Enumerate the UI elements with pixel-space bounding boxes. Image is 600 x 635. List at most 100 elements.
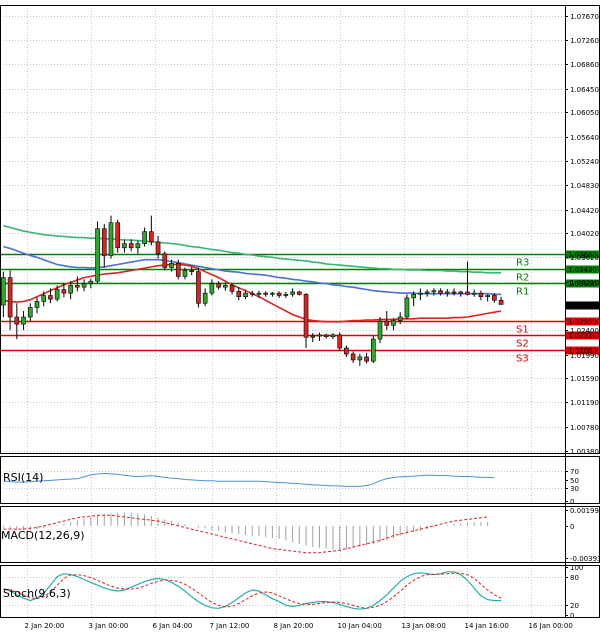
- level-tag-label: 1.03430: [568, 266, 597, 274]
- candle: [471, 289, 477, 297]
- price-tick-label: 1.07670: [570, 13, 599, 21]
- candle-body-down: [175, 263, 181, 277]
- level-name-s2: S2: [516, 339, 529, 350]
- candle-body-down: [438, 290, 443, 294]
- candle-body-up: [34, 301, 40, 308]
- rsi-line: [3, 472, 495, 487]
- candle: [216, 281, 221, 290]
- rsi-tick-label: 0: [570, 498, 574, 506]
- candle: [149, 215, 154, 246]
- candle: [182, 267, 188, 280]
- candle: [364, 352, 369, 364]
- candle: [54, 285, 60, 302]
- candle-body-up: [357, 356, 363, 361]
- macd-title: MACD(12,26,9): [1, 529, 85, 542]
- candle-body-up: [68, 285, 73, 294]
- candle: [492, 293, 497, 303]
- candle-body-down: [61, 289, 67, 294]
- candle: [108, 215, 114, 259]
- candle: [41, 291, 47, 307]
- price-tick-label: 1.02400: [570, 327, 599, 335]
- price-tick-label: 1.06050: [570, 109, 599, 117]
- candle-body-up: [310, 335, 316, 338]
- pivot-levels: 1.03680 R3 1.03430 R2 1.03190 R1 1.02550 S1 1.02…: [0, 250, 600, 365]
- candle-body-up: [169, 263, 174, 268]
- candle: [61, 283, 67, 298]
- candle-body-down: [249, 292, 255, 295]
- time-tick-label: 8 Jan 20:00: [274, 622, 314, 630]
- candle-body-up: [122, 243, 127, 249]
- level-tag-s1: [566, 317, 600, 326]
- candle-body-up: [418, 292, 423, 295]
- macd-pane: [2, 512, 489, 554]
- candle-body-up: [485, 295, 490, 298]
- level-name-r1: R1: [516, 287, 529, 298]
- candle-body-up: [21, 316, 26, 325]
- candle: [256, 290, 262, 298]
- candle-body-down: [189, 270, 194, 272]
- candle-body-up: [142, 231, 147, 244]
- candle-body-down: [196, 271, 201, 304]
- rsi-tick-label: 30: [570, 485, 579, 493]
- candle-body-up: [1, 277, 6, 306]
- candle: [344, 345, 349, 357]
- level-tag-r1: [566, 279, 600, 288]
- candle-body-up: [81, 283, 87, 288]
- time-tick-label: 2 Jan 20:00: [25, 622, 65, 630]
- candle-body-up: [108, 222, 114, 256]
- candle-body-up: [283, 294, 289, 296]
- candle-body-up: [411, 294, 416, 299]
- candle-body-up: [209, 283, 215, 294]
- candle: [404, 294, 410, 320]
- price-tick-label: 1.01190: [570, 399, 599, 407]
- pane-frame: [0, 5, 600, 454]
- price-tick-label: 1.04830: [570, 182, 599, 190]
- level-name-s3: S3: [516, 354, 529, 365]
- level-name-r2: R2: [516, 273, 529, 284]
- macd-signal-line: [3, 514, 488, 554]
- candle: [310, 333, 316, 343]
- level-name-r3: R3: [516, 258, 529, 269]
- candle: [485, 294, 490, 302]
- candle: [357, 353, 363, 366]
- macd-tick-label: -0.003938: [570, 555, 600, 563]
- candle: [14, 303, 20, 340]
- stoch-title: Stoch(9,6,3): [3, 587, 71, 600]
- current-price-tag: [566, 301, 600, 310]
- candle: [270, 291, 275, 297]
- candle-body-down: [7, 277, 13, 318]
- candle-body-down: [478, 292, 484, 298]
- candle-body-up: [202, 292, 208, 304]
- price-tick-label: 1.04420: [570, 207, 599, 215]
- candle: [169, 259, 174, 272]
- candle: [411, 291, 416, 307]
- candle-body-down: [101, 228, 107, 256]
- price-tick-label: 1.06450: [570, 86, 599, 94]
- candle-body-up: [330, 334, 336, 337]
- candle-body-up: [182, 270, 188, 277]
- candle-body-down: [14, 316, 20, 325]
- candle-body-up: [458, 291, 464, 294]
- stoch-main-line: [3, 571, 502, 610]
- rsi-title: RSI(14): [3, 471, 43, 484]
- candle: [48, 288, 53, 304]
- candle-body-up: [397, 316, 403, 321]
- time-tick-label: 7 Jan 12:00: [210, 622, 250, 630]
- stoch-tick-label: 20: [570, 602, 579, 610]
- candle: [81, 279, 87, 292]
- candle: [283, 291, 289, 298]
- candle: [142, 227, 147, 247]
- price-tick-label: 1.07260: [570, 37, 599, 45]
- level-tag-r3: [566, 250, 600, 259]
- pane-frame: [0, 565, 600, 618]
- candle-body-up: [256, 292, 262, 295]
- candle: [498, 296, 504, 305]
- candle-body-down: [498, 299, 504, 305]
- candle: [465, 261, 470, 296]
- candle: [155, 235, 161, 259]
- candle-body-down: [162, 253, 168, 268]
- candle-body-up: [471, 292, 477, 295]
- candle: [243, 289, 248, 300]
- candle: [135, 240, 141, 254]
- candle: [323, 333, 329, 339]
